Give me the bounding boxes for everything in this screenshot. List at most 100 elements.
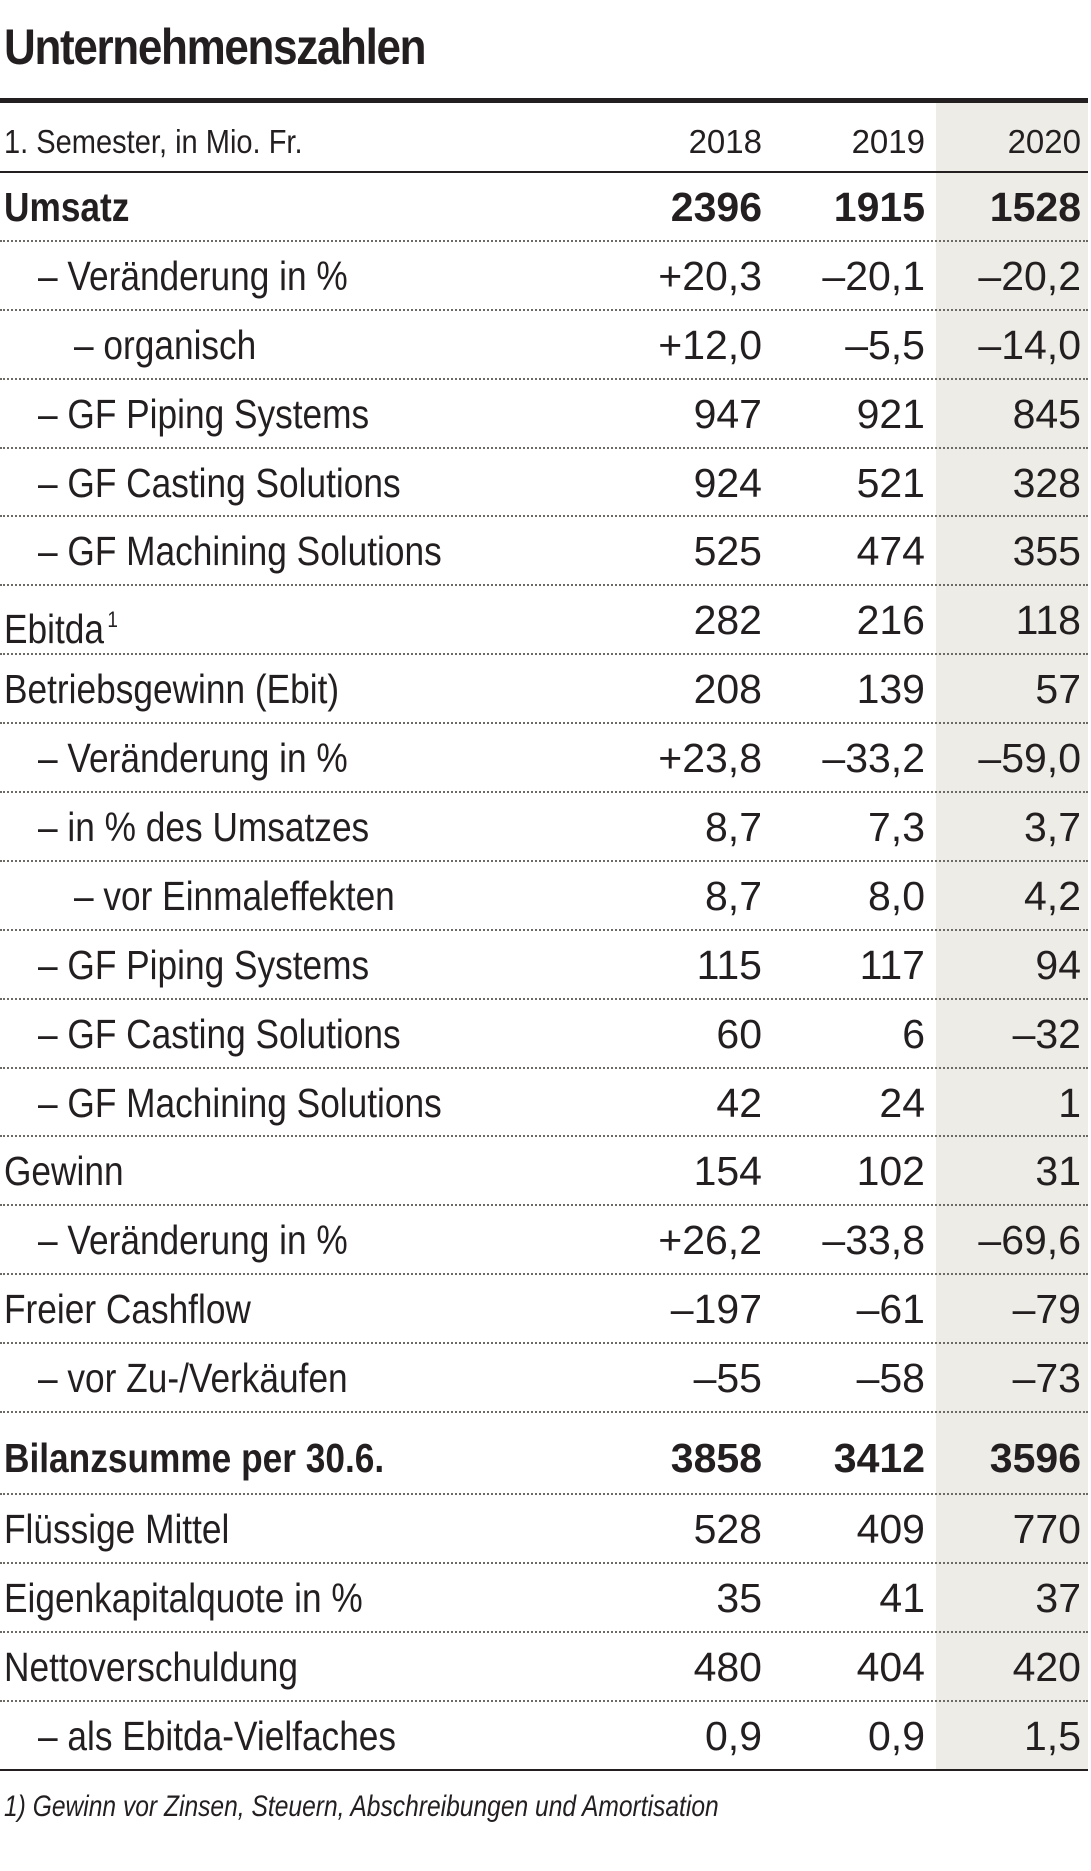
- cell-2019: 139: [856, 666, 925, 713]
- table-row: – Veränderung in % +20,3 –20,1 –20,2: [0, 242, 1088, 311]
- table-row: – GF Piping Systems 947 921 845: [0, 380, 1088, 449]
- cell-2020: 4,2: [1024, 872, 1081, 919]
- row-label: – vor Zu-/Verkäufen: [38, 1355, 348, 1402]
- cell-2018: 947: [693, 390, 762, 437]
- cell-2019: 521: [856, 459, 925, 506]
- cell-2020: 328: [1012, 459, 1081, 506]
- cell-2020: 31: [1035, 1148, 1081, 1195]
- table-row: – organisch +12,0 –5,5 –14,0: [0, 311, 1088, 380]
- cell-2020: –69,6: [978, 1217, 1081, 1264]
- cell-2020: 118: [1015, 597, 1081, 644]
- table-header: 1. Semester, in Mio. Fr. 2018 2019 2020: [0, 103, 1088, 173]
- footnote: 1) Gewinn vor Zinsen, Steuern, Abschreib…: [4, 1790, 719, 1823]
- table-row: – GF Machining Solutions 525 474 355: [0, 517, 1088, 587]
- row-label: – GF Casting Solutions: [38, 459, 401, 506]
- cell-2018: 35: [716, 1574, 762, 1621]
- row-label: – organisch: [74, 321, 257, 368]
- cell-2018: 60: [716, 1010, 762, 1057]
- cell-2019: 117: [859, 941, 925, 988]
- row-label: – in % des Umsatzes: [38, 804, 370, 851]
- cell-2018: +20,3: [658, 252, 762, 299]
- row-label: Betriebsgewinn (Ebit): [4, 666, 340, 713]
- cell-2018: 3858: [670, 1435, 762, 1482]
- cell-2019: –20,1: [822, 252, 925, 299]
- header-year-2019: 2019: [851, 123, 925, 160]
- row-label: Freier Cashflow: [4, 1286, 251, 1333]
- cell-2018: +23,8: [658, 735, 762, 782]
- cell-2018: 2396: [670, 184, 762, 230]
- cell-2018: +26,2: [658, 1217, 762, 1264]
- cell-2018: 924: [693, 459, 762, 506]
- cell-2018: +12,0: [658, 321, 762, 368]
- cell-2018: 42: [716, 1079, 762, 1126]
- footnote-marker: 1: [107, 607, 118, 633]
- table-body: Umsatz 2396 1915 1528 – Veränderung in %…: [0, 173, 1088, 1771]
- table-row: Flüssige Mittel 528 409 770: [0, 1495, 1088, 1564]
- cell-2019: –33,8: [822, 1217, 925, 1264]
- cell-2018: 8,7: [705, 804, 762, 851]
- table-row: Gewinn 154 102 31: [0, 1137, 1088, 1207]
- row-label: Gewinn: [4, 1148, 124, 1195]
- cell-2019: 216: [856, 597, 925, 644]
- table-row: Eigenkapitalquote in % 35 41 37: [0, 1564, 1088, 1633]
- cell-2020: 1,5: [1024, 1712, 1081, 1759]
- cell-2019: –33,2: [822, 735, 925, 782]
- header-year-2018: 2018: [688, 123, 762, 160]
- cell-2019: 3412: [833, 1435, 925, 1482]
- table-row: – als Ebitda-Vielfaches 0,9 0,9 1,5: [0, 1702, 1088, 1771]
- table-row-bilanzsumme: Bilanzsumme per 30.6. 3858 3412 3596: [0, 1413, 1088, 1496]
- cell-2018: 115: [696, 941, 762, 988]
- row-label: Umsatz: [4, 184, 130, 230]
- table-row-ebitda: Ebitda 1 282 216 118: [0, 586, 1088, 656]
- table-row: Freier Cashflow –197 –61 –79: [0, 1275, 1088, 1345]
- cell-2020: 94: [1035, 941, 1081, 988]
- cell-2019: 6: [902, 1010, 925, 1057]
- cell-2018: 154: [693, 1148, 762, 1195]
- cell-2020: –32: [1012, 1010, 1081, 1057]
- row-label: Bilanzsumme per 30.6.: [4, 1435, 385, 1482]
- cell-2020: 1: [1058, 1079, 1081, 1126]
- table-row: – in % des Umsatzes 8,7 7,3 3,7: [0, 793, 1088, 862]
- table-row: – GF Casting Solutions 924 521 328: [0, 449, 1088, 518]
- cell-2018: 525: [693, 528, 762, 575]
- row-label-text: Ebitda: [4, 606, 104, 653]
- row-label: – GF Piping Systems: [38, 941, 370, 988]
- cell-2019: 404: [856, 1643, 925, 1690]
- table-title: Unternehmenszahlen: [4, 19, 427, 75]
- table-row: – GF Casting Solutions 60 6 –32: [0, 1000, 1088, 1069]
- cell-2020: 845: [1012, 390, 1081, 437]
- cell-2020: 770: [1012, 1506, 1081, 1553]
- row-label: – Veränderung in %: [38, 252, 348, 299]
- cell-2019: 102: [856, 1148, 925, 1195]
- row-label: – vor Einmaleffekten: [74, 872, 395, 919]
- cell-2018: 0,9: [705, 1712, 762, 1759]
- cell-2019: 7,3: [868, 804, 925, 851]
- table-row: – GF Piping Systems 115 117 94: [0, 931, 1088, 1000]
- row-label: – als Ebitda-Vielfaches: [38, 1712, 397, 1759]
- row-label: – GF Piping Systems: [38, 390, 370, 437]
- cell-2018: 528: [693, 1506, 762, 1553]
- cell-2020: 37: [1035, 1574, 1081, 1621]
- table-row: – Veränderung in % +26,2 –33,8 –69,6: [0, 1206, 1088, 1276]
- cell-2018: 282: [693, 597, 762, 644]
- title-rule: [0, 98, 1088, 103]
- cell-2018: 480: [693, 1643, 762, 1690]
- cell-2020: 420: [1012, 1643, 1081, 1690]
- highlight-column-2020: [936, 103, 1088, 1770]
- cell-2019: 0,9: [868, 1712, 925, 1759]
- cell-2020: –73: [1012, 1355, 1081, 1402]
- row-label: Ebitda 1: [4, 586, 118, 653]
- cell-2019: –5,5: [845, 321, 925, 368]
- table-row: – vor Einmaleffekten 8,7 8,0 4,2: [0, 862, 1088, 931]
- table-row: – Veränderung in % +23,8 –33,2 –59,0: [0, 724, 1088, 794]
- cell-2019: 8,0: [868, 872, 925, 919]
- cell-2019: 41: [879, 1574, 925, 1621]
- row-label: Nettoverschuldung: [4, 1643, 299, 1690]
- cell-2019: 921: [856, 390, 925, 437]
- row-label: – Veränderung in %: [38, 735, 348, 782]
- cell-2018: 208: [693, 666, 762, 713]
- cell-2020: –59,0: [978, 735, 1081, 782]
- cell-2020: 3596: [989, 1435, 1081, 1482]
- cell-2019: –58: [856, 1355, 925, 1402]
